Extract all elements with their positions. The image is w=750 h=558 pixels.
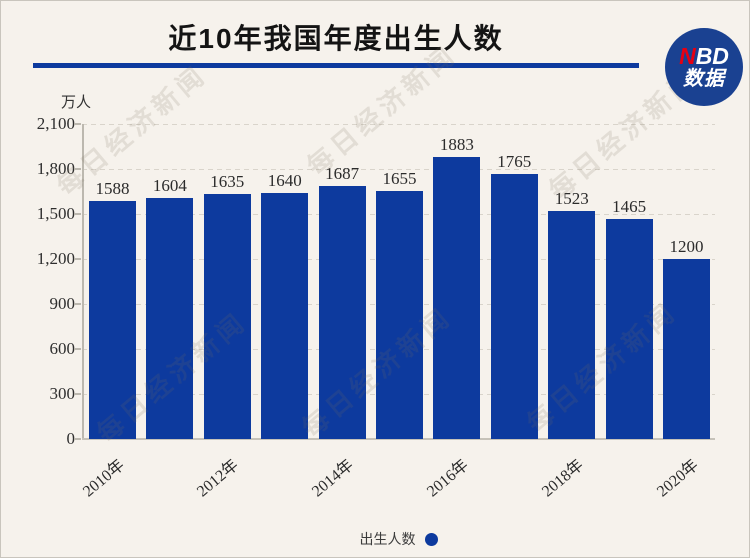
bar[interactable]: [548, 210, 596, 439]
y-axis-line: [82, 124, 84, 439]
bar[interactable]: [146, 198, 194, 439]
bar[interactable]: [663, 259, 710, 439]
bar-value-label: 1465: [612, 197, 647, 217]
y-tick-mark: [74, 213, 81, 215]
y-tick-label: 900: [49, 294, 76, 313]
y-tick-label: 600: [49, 339, 76, 358]
bar[interactable]: [376, 190, 423, 439]
x-tick-label: 2010年: [79, 456, 128, 501]
legend-marker-dot: [424, 532, 438, 546]
legend[interactable]: 出生人数: [82, 529, 715, 549]
y-tick-label: 300: [49, 384, 76, 403]
y-tick-mark: [74, 123, 81, 125]
x-tick-label: 2014年: [309, 456, 357, 501]
nbd-logo: NBD 数据: [665, 28, 743, 106]
x-axis-line: [82, 438, 715, 440]
bar-value-label: 1635: [210, 171, 245, 191]
bar-value-label: 1883: [439, 134, 474, 154]
bar-value-label: 1523: [554, 188, 589, 208]
x-tick-label: 2016年: [423, 456, 472, 501]
y-tick-mark: [74, 348, 81, 350]
logo-text-nbd: NBD: [679, 43, 729, 70]
y-tick-label: 1,200: [36, 249, 75, 268]
bar-value-label: 1200: [669, 237, 704, 256]
logo-letters-bd: BD: [695, 43, 729, 70]
bar[interactable]: [89, 200, 136, 439]
y-axis-unit-label: 万人: [61, 94, 92, 111]
y-tick-mark: [74, 168, 81, 170]
x-tick-label: 2018年: [538, 456, 587, 501]
bar-value-label: 1604: [152, 176, 187, 196]
bar[interactable]: [433, 156, 481, 439]
bar[interactable]: [261, 193, 309, 439]
gridline: [82, 124, 715, 125]
x-tick-label: 2020年: [653, 456, 702, 501]
logo-text-shuju: 数据: [683, 67, 725, 90]
y-tick-mark: [74, 258, 81, 260]
y-tick-label: 1,800: [36, 159, 75, 178]
bar-value-label: 1655: [382, 168, 417, 188]
bar[interactable]: [490, 174, 538, 439]
y-tick-label: 1,500: [36, 204, 75, 223]
title-underline: [33, 63, 639, 68]
chart-title: 近10年我国年度出生人数: [168, 23, 504, 54]
bar-value-label: 1640: [267, 171, 302, 190]
bar-chart-plot-area: 1588 1604 1635 1640 1687 1655 1883 1765 1523 1465…: [74, 123, 715, 440]
logo-letter-n: N: [679, 43, 696, 70]
gridline: [82, 169, 715, 170]
bar-value-label: 1588: [95, 178, 130, 198]
y-tick-mark: [74, 393, 81, 395]
bar-value-label: 1687: [325, 163, 360, 183]
legend-label: 出生人数: [359, 531, 416, 547]
y-tick-label: 0: [66, 429, 76, 448]
bar[interactable]: [203, 193, 251, 439]
y-tick-mark: [74, 303, 81, 305]
y-tick-label: 2,100: [36, 114, 75, 133]
bar[interactable]: [318, 185, 366, 439]
bar[interactable]: [605, 219, 653, 439]
y-tick-mark: [74, 438, 81, 440]
x-tick-label: 2012年: [194, 456, 243, 501]
bar-value-label: 1765: [497, 152, 532, 172]
